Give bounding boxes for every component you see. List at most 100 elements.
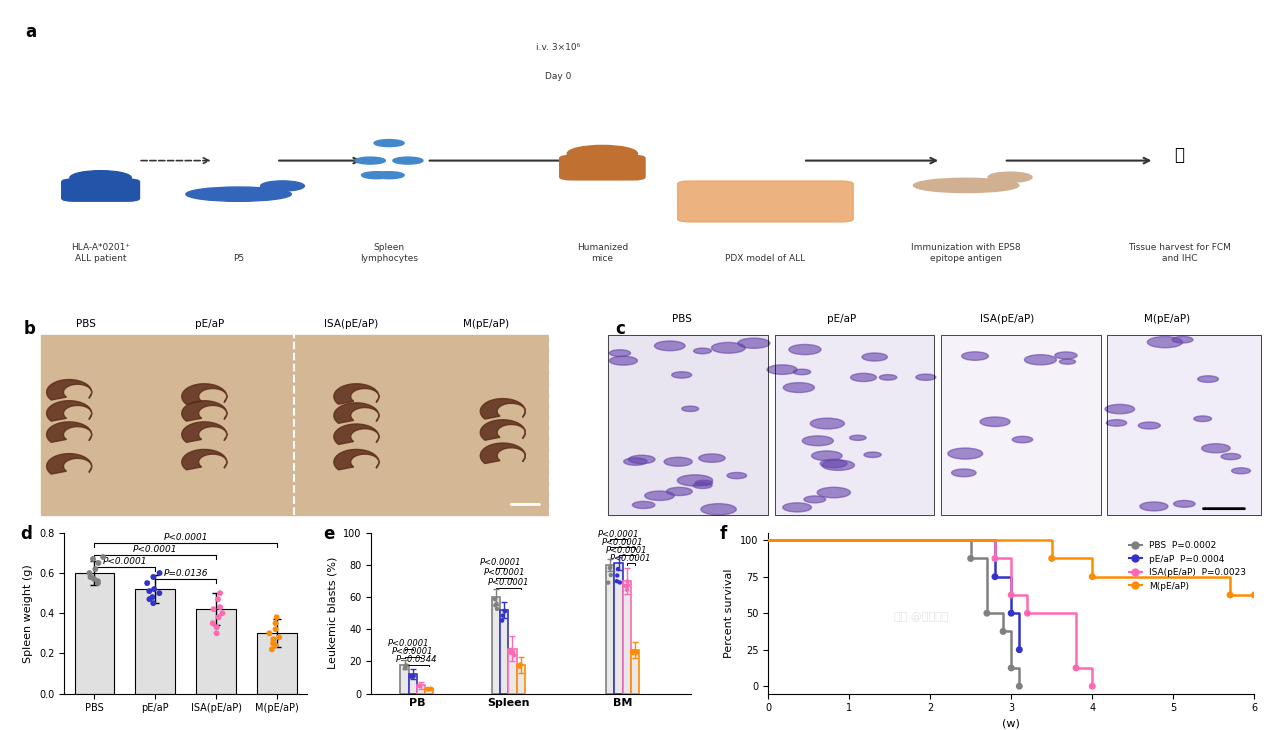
Point [607,569,627,581]
Text: Immunization with EPS8
epitope antigen: Immunization with EPS8 epitope antigen [911,243,1021,263]
Point [202,618,223,629]
Point [618,580,639,591]
Point [83,573,104,585]
Circle shape [1194,416,1212,422]
Circle shape [879,374,897,380]
Point [626,647,646,658]
Bar [774,335,934,515]
Text: M(pE/aP): M(pE/aP) [1144,315,1190,324]
Point [503,646,524,658]
FancyBboxPatch shape [559,155,645,180]
Point [262,637,283,649]
Point [494,605,515,617]
Point [84,564,105,575]
Point [88,577,109,589]
Text: Spleen: Spleen [488,699,530,708]
Circle shape [737,338,769,348]
Bar [408,675,417,693]
Point [609,577,630,588]
Point [417,683,438,695]
Point [83,553,104,565]
Text: 🦴: 🦴 [1174,146,1184,164]
Text: P<0.0001: P<0.0001 [388,639,429,648]
Polygon shape [46,380,92,400]
Point [264,634,284,645]
Y-axis label: Leukemic blasts (%): Leukemic blasts (%) [328,557,338,669]
Circle shape [1012,437,1033,443]
Circle shape [1202,444,1230,453]
Polygon shape [182,422,227,442]
Circle shape [1024,355,1056,365]
Circle shape [374,172,404,179]
Y-axis label: Percent survival: Percent survival [724,569,735,658]
Bar [774,335,934,515]
Point [1082,571,1102,583]
Circle shape [645,491,675,501]
Circle shape [692,483,712,488]
Circle shape [356,157,385,164]
Circle shape [694,348,712,354]
Point [508,660,529,672]
Text: e: e [323,525,334,543]
Point [984,553,1005,564]
Point [1220,589,1240,601]
Bar [614,564,622,694]
Bar [508,648,517,694]
Polygon shape [182,384,227,404]
Point [503,650,524,661]
Point [492,615,512,626]
Point [600,561,621,573]
Point [140,593,160,605]
Point [93,551,114,563]
Point [140,585,160,597]
Point [204,603,224,615]
Polygon shape [480,443,525,464]
Bar [941,335,1101,515]
Point [206,627,227,639]
Point [143,583,164,595]
Bar [1107,335,1261,515]
Circle shape [712,342,745,353]
Circle shape [1147,337,1183,347]
Point [265,623,285,635]
Point [625,645,645,657]
Point [486,598,507,610]
Circle shape [1105,404,1134,414]
Circle shape [609,356,637,365]
Point [485,593,506,605]
Text: PDX model of ALL: PDX model of ALL [723,197,808,206]
Point [960,553,980,564]
Circle shape [1060,359,1075,364]
Point [81,571,101,583]
Point [614,580,635,592]
Circle shape [361,172,392,179]
Point [417,683,438,695]
Point [87,575,108,587]
Circle shape [699,454,724,462]
Text: P<0.0001: P<0.0001 [164,533,207,542]
Polygon shape [46,422,92,442]
Point [142,591,163,603]
Point [396,662,416,674]
Circle shape [783,383,814,393]
Text: Tissue harvest for FCM
and IHC: Tissue harvest for FCM and IHC [1128,243,1231,263]
Circle shape [677,474,713,486]
Point [410,680,430,692]
Text: a: a [26,23,36,42]
Point [500,644,521,656]
Point [265,618,285,629]
Text: P<0.0001: P<0.0001 [484,568,525,577]
Text: BM: BM [613,699,632,708]
Bar [74,573,114,694]
Circle shape [609,350,631,356]
Point [1066,662,1087,674]
Text: P<0.0001: P<0.0001 [605,545,648,555]
Circle shape [261,181,305,191]
Circle shape [628,456,655,464]
Circle shape [951,469,977,477]
Point [1009,644,1029,656]
Circle shape [664,457,692,466]
Circle shape [672,372,691,378]
Text: PB: PB [408,699,425,708]
Circle shape [1198,376,1219,383]
